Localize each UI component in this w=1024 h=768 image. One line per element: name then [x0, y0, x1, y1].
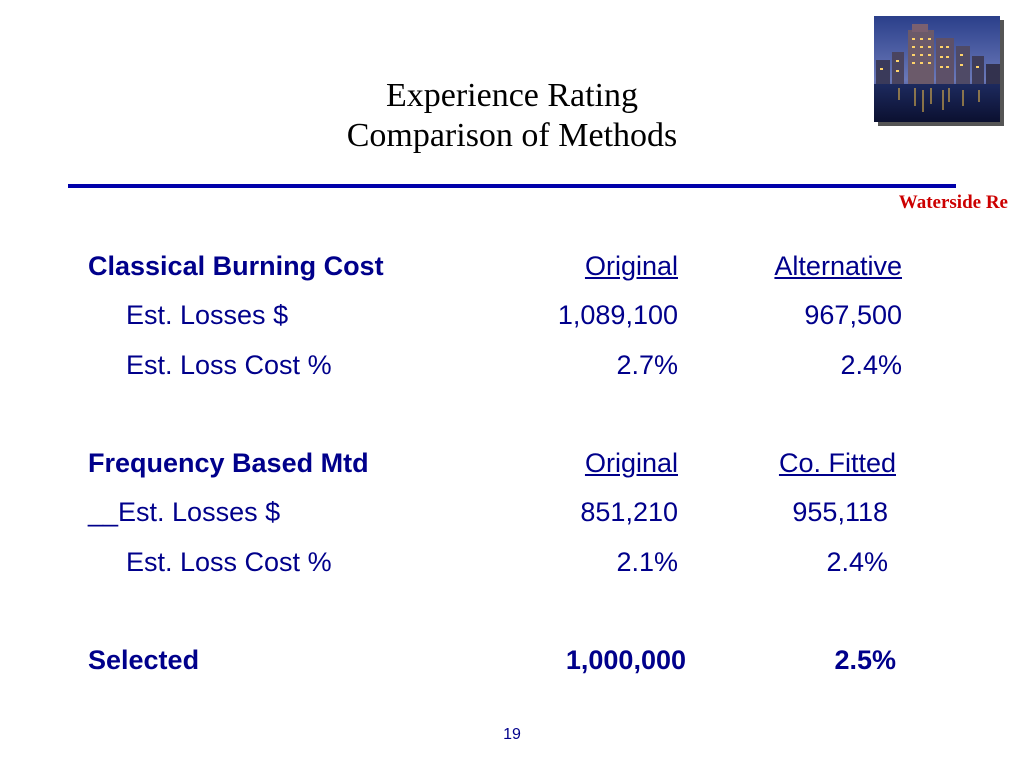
city-skyline-icon	[874, 16, 1000, 122]
classical-cost-alternative: 2.4%	[840, 350, 902, 380]
waterfront-photo	[874, 16, 1000, 122]
frequency-cost-fitted: 2.4%	[826, 547, 888, 577]
page-number: 19	[503, 726, 521, 743]
classical-losses-alternative: 967,500	[804, 300, 902, 330]
classical-cost-row: Est. Loss Cost % 2.7% 2.4%	[0, 345, 1024, 385]
classical-losses-label: Est. Losses $	[126, 300, 289, 330]
classical-cost-original: 2.7%	[616, 350, 678, 380]
title-divider	[68, 184, 956, 188]
title-line-2: Comparison of Methods	[346, 117, 678, 154]
selected-label: Selected	[88, 645, 200, 675]
frequency-losses-label: __Est. Losses $	[88, 497, 281, 527]
frequency-heading: Frequency Based Mtd	[88, 448, 369, 478]
classical-heading: Classical Burning Cost	[88, 251, 384, 281]
frequency-losses-fitted: 955,118	[792, 497, 888, 527]
classical-heading-row: Classical Burning Cost Original Alternat…	[0, 246, 1024, 286]
selected-row: Selected 1,000,000 2.5%	[0, 640, 1024, 680]
frequency-cost-row: Est. Loss Cost % 2.1% 2.4%	[0, 542, 1024, 582]
classical-cost-label: Est. Loss Cost %	[126, 350, 332, 380]
frequency-losses-row: __Est. Losses $ 851,210 955,118	[0, 492, 1024, 532]
selected-value-2: 2.5%	[834, 645, 896, 675]
classical-col-alternative: Alternative	[774, 251, 902, 281]
frequency-cost-original: 2.1%	[616, 547, 678, 577]
frequency-col-original: Original	[584, 448, 678, 478]
selected-value-1: 1,000,000	[565, 645, 686, 675]
classical-losses-original: 1,089,100	[557, 300, 678, 330]
frequency-losses-original: 851,210	[580, 497, 678, 527]
classical-losses-row: Est. Losses $ 1,089,100 967,500	[0, 295, 1024, 335]
brand-label: Waterside Re	[898, 192, 1008, 213]
title-line-1: Experience Rating	[385, 77, 639, 114]
frequency-cost-label: Est. Loss Cost %	[126, 547, 332, 577]
frequency-heading-row: Frequency Based Mtd Original Co. Fitted	[0, 443, 1024, 483]
frequency-col-fitted: Co. Fitted	[778, 448, 896, 478]
slide-title: Experience Rating Comparison of Methods	[180, 76, 844, 156]
classical-col-original: Original	[584, 251, 678, 281]
